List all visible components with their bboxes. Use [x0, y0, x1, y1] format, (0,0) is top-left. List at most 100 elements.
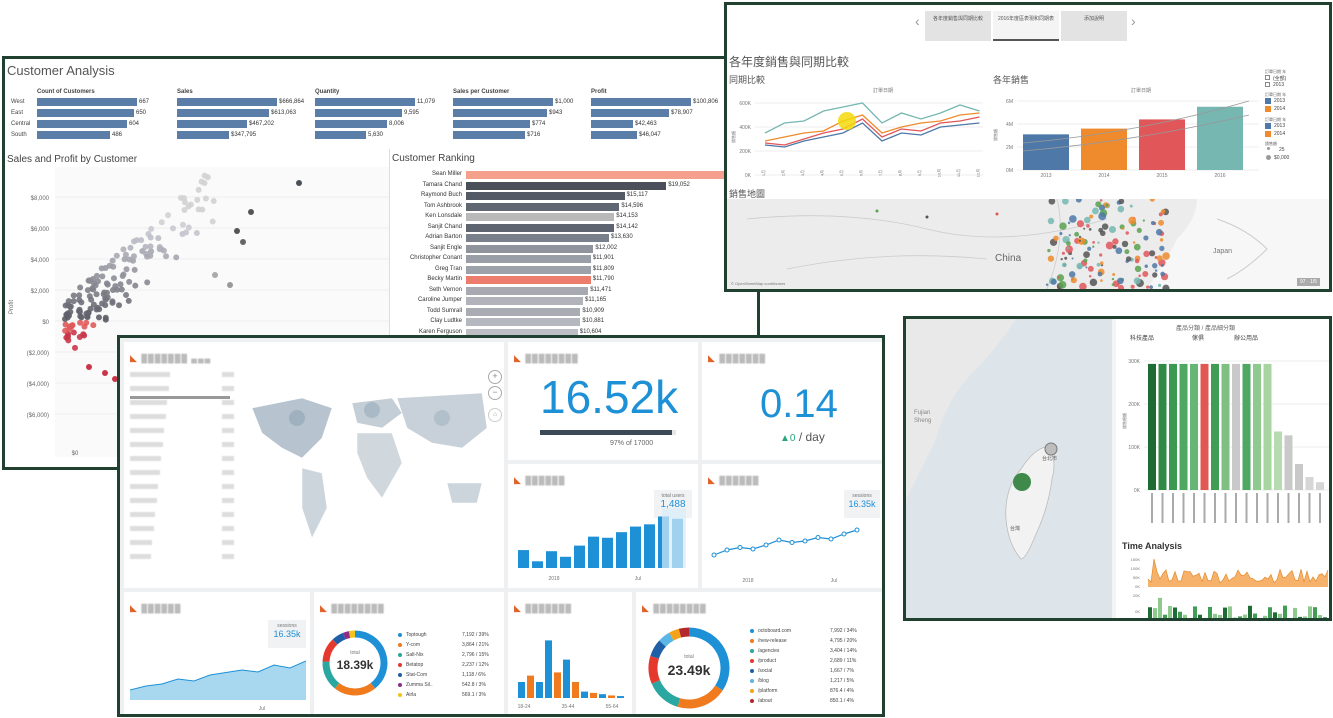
- map-point[interactable]: [1116, 283, 1120, 286]
- year-bar[interactable]: [1023, 134, 1069, 170]
- map-point[interactable]: [1064, 256, 1068, 260]
- scatter-point[interactable]: [131, 266, 138, 273]
- category-bar[interactable]: [1274, 431, 1282, 491]
- sessions-area-chart[interactable]: Jul: [130, 644, 306, 714]
- map-point[interactable]: [1128, 216, 1137, 225]
- checkbox-icon[interactable]: [1265, 82, 1270, 87]
- map-point[interactable]: [1089, 278, 1098, 287]
- checkbox-icon[interactable]: [1265, 75, 1270, 80]
- ranking-bar[interactable]: [466, 286, 589, 295]
- sessions-point[interactable]: [815, 535, 821, 540]
- scatter-point[interactable]: [77, 319, 84, 326]
- users-bar[interactable]: [518, 550, 529, 568]
- scatter-point[interactable]: [110, 275, 117, 282]
- time-bar[interactable]: [1253, 613, 1257, 619]
- map-point[interactable]: [1117, 205, 1125, 213]
- scatter-point[interactable]: [173, 254, 180, 261]
- scatter-point[interactable]: [155, 235, 162, 242]
- map-point[interactable]: [1159, 238, 1164, 242]
- time-analysis-chart[interactable]: 150K 100K 50K 0K 20K 0K: [1118, 553, 1332, 621]
- map-point[interactable]: [1105, 203, 1109, 207]
- map-point[interactable]: [1099, 230, 1106, 237]
- map-point[interactable]: [1089, 214, 1094, 219]
- sessions-point[interactable]: [763, 542, 769, 548]
- map-point[interactable]: [1074, 231, 1080, 237]
- sessions-point[interactable]: [724, 547, 730, 553]
- map-point[interactable]: [1112, 272, 1116, 276]
- category-bar[interactable]: [1169, 363, 1177, 490]
- category-bar[interactable]: [1316, 482, 1324, 490]
- scatter-point[interactable]: [77, 284, 84, 291]
- scatter-point[interactable]: [100, 291, 107, 298]
- scatter-point[interactable]: [234, 228, 240, 234]
- map-point[interactable]: [875, 209, 879, 213]
- scatter-point[interactable]: [95, 314, 102, 321]
- map-point[interactable]: [1143, 235, 1149, 241]
- time-bar[interactable]: [1178, 611, 1182, 619]
- next-arrow-icon[interactable]: ›: [1131, 13, 1136, 29]
- map-point[interactable]: [1125, 231, 1129, 235]
- scatter-point[interactable]: [199, 206, 206, 213]
- map-point[interactable]: [1092, 241, 1095, 244]
- map-point[interactable]: [1076, 220, 1085, 228]
- scatter-point[interactable]: [202, 195, 209, 202]
- continent-shape[interactable]: [301, 467, 328, 539]
- map-point[interactable]: [1076, 262, 1083, 270]
- category-bar-chart[interactable]: 300K 200K 100K 0K 銷售總額: [1118, 341, 1332, 537]
- scatter-point[interactable]: [194, 196, 201, 203]
- time-bar[interactable]: [1168, 606, 1172, 619]
- category-bar[interactable]: [1263, 363, 1272, 490]
- world-map[interactable]: [242, 378, 492, 548]
- donut-slice[interactable]: [332, 632, 346, 645]
- donut-slice[interactable]: [334, 682, 376, 696]
- map-point[interactable]: [1065, 245, 1073, 254]
- donut-slice[interactable]: [354, 630, 388, 689]
- time-bar[interactable]: [1238, 616, 1242, 619]
- scatter-point[interactable]: [117, 281, 124, 288]
- map-point[interactable]: [1160, 209, 1166, 214]
- scatter-point[interactable]: [62, 327, 69, 334]
- year-bar[interactable]: [1197, 106, 1243, 170]
- map-point[interactable]: [1157, 283, 1162, 287]
- ranking-bar[interactable]: [466, 328, 578, 337]
- map-point[interactable]: [1149, 199, 1155, 202]
- users-bar[interactable]: [630, 526, 641, 568]
- map-point[interactable]: [1056, 274, 1065, 282]
- kpi-bar[interactable]: [177, 98, 277, 106]
- map-point[interactable]: [1068, 234, 1071, 237]
- scatter-point[interactable]: [93, 291, 100, 298]
- map-point[interactable]: [1136, 227, 1142, 233]
- scatter-point[interactable]: [147, 234, 154, 241]
- scatter-point[interactable]: [110, 263, 117, 270]
- map-point[interactable]: [1047, 255, 1055, 262]
- scatter-point[interactable]: [179, 221, 186, 228]
- map-point[interactable]: [1057, 276, 1060, 279]
- time-bar[interactable]: [1158, 597, 1162, 619]
- scatter-point[interactable]: [120, 246, 127, 253]
- map-point[interactable]: [1112, 244, 1117, 249]
- donut-slice[interactable]: [651, 679, 681, 707]
- scatter-point[interactable]: [109, 298, 116, 305]
- scatter-point[interactable]: [96, 306, 103, 313]
- year-bar[interactable]: [1139, 119, 1185, 170]
- scatter-point[interactable]: [88, 296, 95, 303]
- category-bar[interactable]: [1284, 435, 1293, 490]
- scatter-point[interactable]: [142, 243, 149, 250]
- map-point[interactable]: [1088, 274, 1092, 278]
- scatter-point[interactable]: [121, 256, 128, 263]
- products-donut[interactable]: [320, 626, 390, 700]
- map-point[interactable]: [1152, 262, 1158, 269]
- scatter-point[interactable]: [90, 322, 97, 329]
- year-bar[interactable]: [1081, 128, 1127, 170]
- donut-slice[interactable]: [669, 628, 682, 641]
- scatter-point[interactable]: [210, 198, 217, 205]
- scatter-point[interactable]: [112, 376, 118, 382]
- map-point[interactable]: [1097, 241, 1100, 244]
- scatter-point[interactable]: [85, 309, 92, 316]
- city-bubble[interactable]: [1013, 473, 1031, 491]
- demographic-bar[interactable]: [599, 694, 606, 698]
- map-point[interactable]: [1150, 221, 1155, 226]
- scatter-point[interactable]: [75, 308, 82, 315]
- sessions-line[interactable]: [713, 529, 858, 556]
- scatter-point[interactable]: [99, 300, 106, 307]
